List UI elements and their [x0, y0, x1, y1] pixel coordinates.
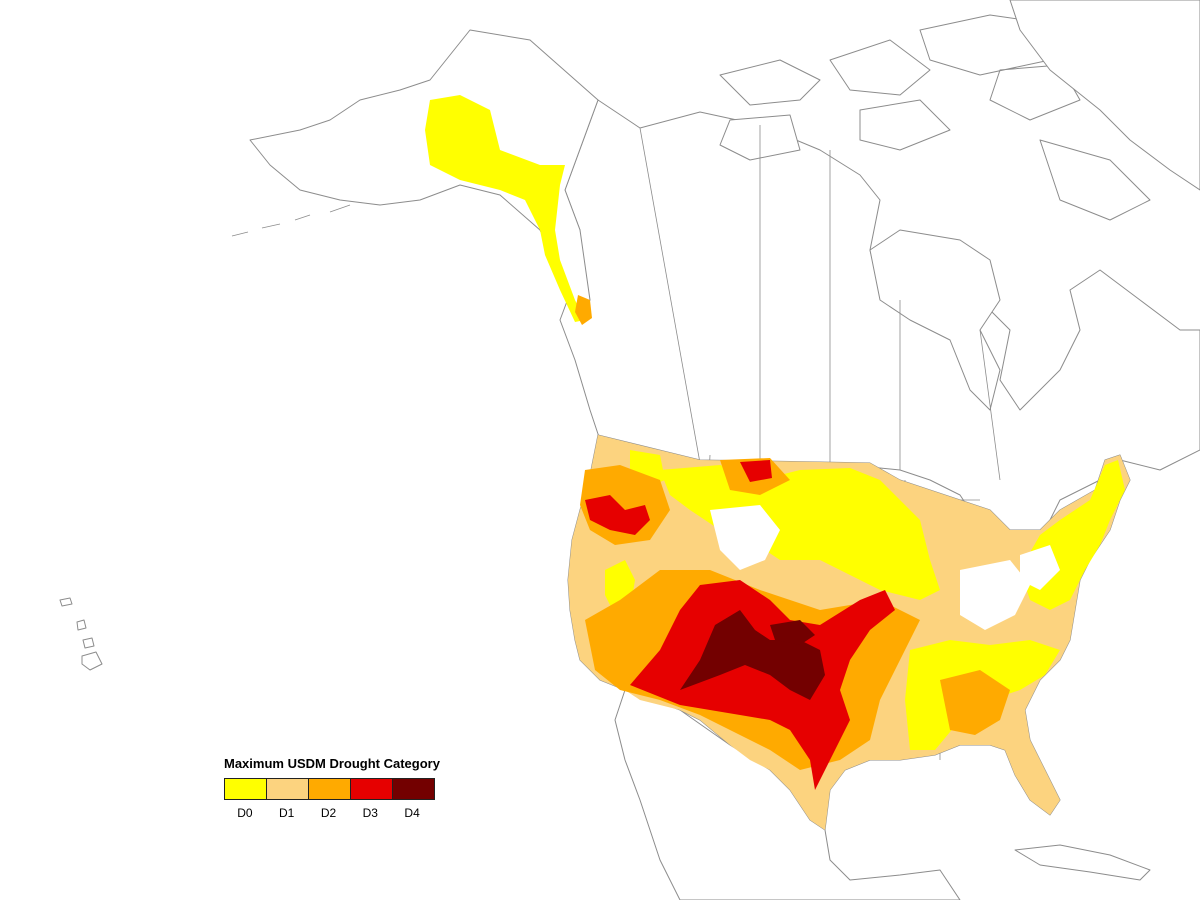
d0-area-alaska	[425, 95, 585, 322]
legend-swatch-d0	[225, 779, 267, 799]
d4-area-kansas	[770, 620, 815, 645]
d3-area-southwest	[630, 580, 895, 790]
alaska-outline	[249, 29, 599, 321]
canada-outline	[559, 99, 1200, 541]
legend-label-d0: D0	[237, 806, 253, 820]
legend-label-d2: D2	[320, 806, 337, 820]
hudson-bay	[869, 229, 1001, 411]
province-borders	[639, 125, 1001, 481]
hawaii-islands	[59, 597, 103, 671]
no-drought-ohio-valley	[960, 560, 1030, 630]
legend-color-bar	[224, 778, 435, 800]
legend-label-d1: D1	[279, 806, 295, 820]
d2-area-alaska-panhandle	[575, 295, 592, 325]
d2-area-southeast	[940, 670, 1010, 735]
legend-swatch-d3	[351, 779, 393, 799]
legend-label-d4: D4	[404, 806, 420, 820]
legend-title: Maximum USDM Drought Category	[224, 756, 440, 771]
no-drought-montana	[710, 505, 780, 570]
legend-swatch-d4	[393, 779, 434, 799]
legend-swatch-d2	[309, 779, 351, 799]
aleutian-islands	[231, 204, 351, 237]
d3-area-montana	[740, 460, 772, 482]
legend: Maximum USDM Drought Category D0 D1 D2 D…	[224, 756, 464, 820]
no-drought-virginia	[1020, 545, 1060, 590]
d4-area-four-corners	[680, 610, 825, 700]
d0-area-north-plains	[660, 465, 940, 600]
legend-swatch-d1	[267, 779, 309, 799]
legend-label-d3: D3	[362, 806, 378, 820]
legend-labels: D0 D1 D2 D3 D4	[224, 806, 433, 820]
greenland-outline	[1009, 0, 1200, 191]
drought-areas	[425, 95, 1130, 830]
cuba-outline	[1014, 844, 1151, 881]
d3-area-oregon	[585, 495, 650, 535]
